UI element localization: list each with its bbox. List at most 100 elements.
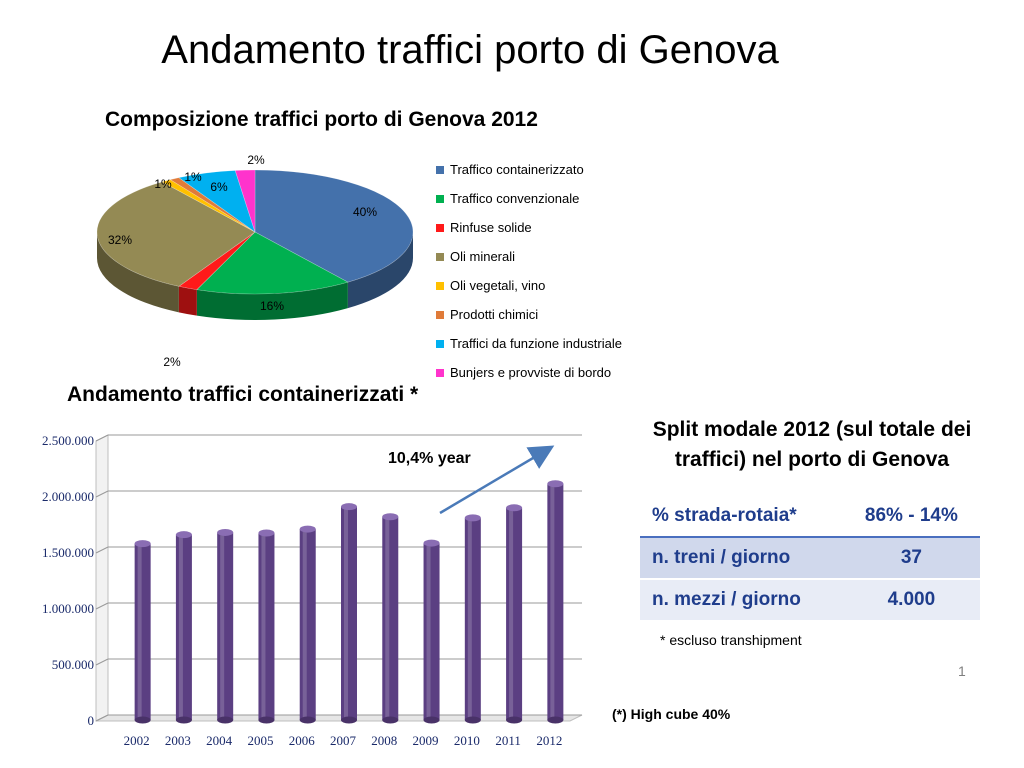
- bar-body: [382, 516, 399, 720]
- legend-label: Bunjers e provviste di bordo: [450, 365, 612, 380]
- legend-label: Oli vegetali, vino: [450, 278, 546, 293]
- x-tick-label: 2003: [165, 733, 191, 748]
- y-tick-label: 2.000.000: [42, 489, 94, 504]
- x-tick-label: 2008: [371, 733, 397, 748]
- bar-highlight: [137, 543, 142, 720]
- bar-chart: 0 500.000 1.000.000 1.500.000 2.000.000 2.500…: [42, 433, 583, 748]
- table-row: n. mezzi / giorno 4.000: [640, 579, 980, 622]
- legend-item: Traffici da funzione industriale: [436, 329, 622, 358]
- bar: [258, 529, 275, 724]
- bar-chart-title: Andamento traffici containerizzati *: [67, 383, 419, 406]
- legend-label: Traffici da funzione industriale: [450, 336, 622, 351]
- legend-item: Oli vegetali, vino: [436, 271, 622, 300]
- bar-bottom: [547, 716, 564, 724]
- bar-highlight: [302, 529, 307, 720]
- bar: [341, 503, 357, 724]
- split-value: 37: [842, 537, 980, 580]
- pie-data-label: 2%: [247, 153, 265, 167]
- bar-top: [258, 529, 275, 537]
- bar: [464, 514, 481, 724]
- bar-gridline: [95, 546, 109, 554]
- y-tick-label: 500.000: [52, 657, 94, 672]
- bar-bottom: [258, 716, 275, 724]
- y-tick-label: 2.500.000: [42, 433, 94, 448]
- x-tick-label: 2012: [536, 733, 562, 748]
- bar-side-wall: [95, 434, 109, 722]
- pie-slice: [234, 169, 256, 233]
- bar-body: [258, 533, 275, 720]
- bar-highlight: [467, 517, 472, 720]
- pie-legend: Traffico containerizzato Traffico conven…: [436, 155, 622, 387]
- bar-highlight: [344, 506, 348, 720]
- split-title: Split modale 2012 (sul totale dei traffi…: [652, 418, 972, 471]
- bar-gridline: [95, 490, 109, 498]
- x-tick-label: 2011: [495, 733, 521, 748]
- legend-item: Traffico convenzionale: [436, 184, 622, 213]
- bar-bottom: [134, 716, 151, 724]
- bar-gridline: [95, 658, 109, 666]
- x-tick-label: 2004: [206, 733, 233, 748]
- bar-highlight: [385, 516, 390, 720]
- x-tick-label: 2005: [247, 733, 273, 748]
- trend-arrow: [439, 445, 555, 515]
- pie-slice: [178, 170, 256, 233]
- pie-slice-side: [196, 282, 348, 320]
- bar-body: [464, 517, 481, 720]
- pie-slice: [161, 179, 256, 233]
- pie-slice: [254, 169, 414, 283]
- pie-chart-title: Composizione traffici porto di Genova 20…: [105, 108, 538, 131]
- bar-gridline: [95, 602, 109, 610]
- legend-swatch: [436, 194, 444, 203]
- bar-top: [175, 531, 192, 539]
- pie-slice: [169, 177, 256, 233]
- legend-item: Prodotti chimici: [436, 300, 622, 329]
- bar-bottom: [175, 716, 192, 724]
- bar-top: [547, 480, 564, 488]
- bar: [134, 540, 151, 724]
- table-row: % strada-rotaia* 86% - 14%: [640, 496, 980, 538]
- bar-top: [341, 503, 357, 511]
- bar-body: [299, 529, 316, 720]
- legend-item: Bunjers e provviste di bordo: [436, 358, 622, 387]
- legend-swatch: [436, 281, 444, 290]
- bar-bottom: [464, 716, 481, 724]
- bar-bottom: [217, 716, 234, 724]
- bar-body: [547, 483, 564, 720]
- pie-chart: 40% 16% 2% 32% 1% 1% 6% 2%: [96, 153, 414, 369]
- x-tick-label: 2002: [124, 733, 150, 748]
- bar-body: [506, 507, 523, 720]
- high-cube-note: (*) High cube 40%: [612, 706, 731, 722]
- split-label: n. mezzi / giorno: [640, 579, 843, 622]
- legend-swatch: [436, 339, 444, 348]
- pie-data-label: 32%: [108, 233, 132, 247]
- x-tick-label: 2006: [289, 733, 316, 748]
- pie-data-label: 40%: [353, 205, 377, 219]
- pie-sides: [97, 232, 413, 320]
- pie-slice: [178, 231, 256, 290]
- legend-swatch: [436, 223, 444, 232]
- pie-data-label: 2%: [163, 355, 181, 369]
- bar-highlight: [550, 483, 555, 720]
- bar: [423, 539, 440, 724]
- bar-body: [423, 543, 440, 720]
- bar-top: [382, 513, 399, 521]
- x-tick-label: 2007: [330, 733, 357, 748]
- bar-highlight: [220, 532, 225, 720]
- bar-bottom: [382, 716, 399, 724]
- pie-slice: [96, 181, 256, 287]
- bar-gridline: [95, 434, 109, 442]
- growth-annotation: 10,4% year: [388, 450, 471, 467]
- bar-body: [134, 543, 151, 720]
- bar-bottom: [506, 716, 523, 724]
- pie-data-label: 1%: [154, 177, 172, 191]
- bar: [506, 504, 523, 724]
- bar-highlight: [261, 533, 266, 720]
- bar: [382, 513, 399, 724]
- split-table: % strada-rotaia* 86% - 14% n. treni / gi…: [640, 496, 980, 622]
- x-tick-label: 2009: [413, 733, 439, 748]
- bar-gridline: [95, 714, 109, 722]
- split-value: 86% - 14%: [842, 496, 980, 538]
- legend-swatch: [436, 310, 444, 319]
- bar-top: [506, 504, 523, 512]
- bar-top: [217, 528, 234, 536]
